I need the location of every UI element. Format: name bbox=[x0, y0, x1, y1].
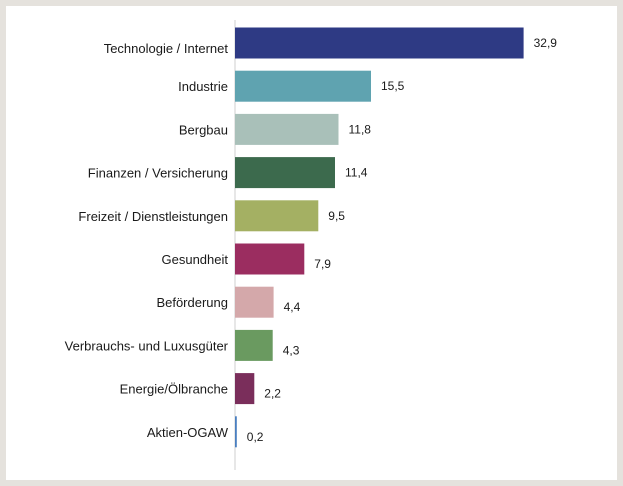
bar-freizeit-dienstleistungen bbox=[235, 200, 319, 232]
bar-energie-oelbranche bbox=[235, 373, 255, 405]
bar-gesundheit bbox=[235, 243, 305, 275]
category-label-bergbau: Bergbau bbox=[179, 122, 228, 137]
value-label-verbrauchs-und-luxusgueter: 4,3 bbox=[283, 343, 300, 357]
value-label-gesundheit: 7,9 bbox=[314, 257, 331, 271]
value-label-industrie: 15,5 bbox=[381, 79, 405, 93]
bar-bergbau bbox=[235, 113, 339, 145]
category-labels-group: Technologie / Internet Industrie Bergbau Fi… bbox=[65, 41, 229, 440]
category-label-finanzen-versicherung: Finanzen / Versicherung bbox=[88, 166, 228, 181]
bar-befoerderung bbox=[235, 286, 274, 318]
bar-technologie-internet bbox=[235, 27, 524, 59]
value-label-befoerderung: 4,4 bbox=[284, 300, 301, 314]
value-label-bergbau: 11,8 bbox=[349, 122, 372, 136]
value-labels-group: 32,9 15,5 11,8 11,4 9,5 7,9 4,4 4,3 2,2 0,2 bbox=[247, 36, 557, 444]
category-label-befoerderung: Beförderung bbox=[156, 295, 228, 310]
bar-aktien-ogaw bbox=[235, 416, 237, 448]
category-label-industrie: Industrie bbox=[178, 79, 228, 94]
category-label-energie-oelbranche: Energie/Ölbranche bbox=[120, 382, 228, 397]
bar-chart: Technologie / Internet Industrie Bergbau Fi… bbox=[65, 20, 557, 470]
chart-panel: Technologie / Internet Industrie Bergbau Fi… bbox=[6, 6, 617, 480]
bar-verbrauchs-und-luxusgueter bbox=[235, 329, 273, 361]
category-label-gesundheit: Gesundheit bbox=[162, 252, 229, 267]
value-label-freizeit-dienstleistungen: 9,5 bbox=[328, 209, 345, 223]
value-label-finanzen-versicherung: 11,4 bbox=[345, 166, 368, 180]
category-label-technologie-internet: Technologie / Internet bbox=[104, 41, 229, 56]
bars-group bbox=[235, 27, 524, 448]
category-label-freizeit-dienstleistungen: Freizeit / Dienstleistungen bbox=[78, 209, 228, 224]
value-label-energie-oelbranche: 2,2 bbox=[264, 387, 281, 401]
bar-industrie bbox=[235, 70, 371, 102]
value-label-aktien-ogaw: 0,2 bbox=[247, 430, 264, 444]
value-label-technologie-internet: 32,9 bbox=[534, 36, 558, 50]
category-label-verbrauchs-und-luxusgueter: Verbrauchs- und Luxusgüter bbox=[65, 338, 229, 353]
bar-finanzen-versicherung bbox=[235, 157, 335, 189]
category-label-aktien-ogaw: Aktien-OGAW bbox=[147, 425, 229, 440]
